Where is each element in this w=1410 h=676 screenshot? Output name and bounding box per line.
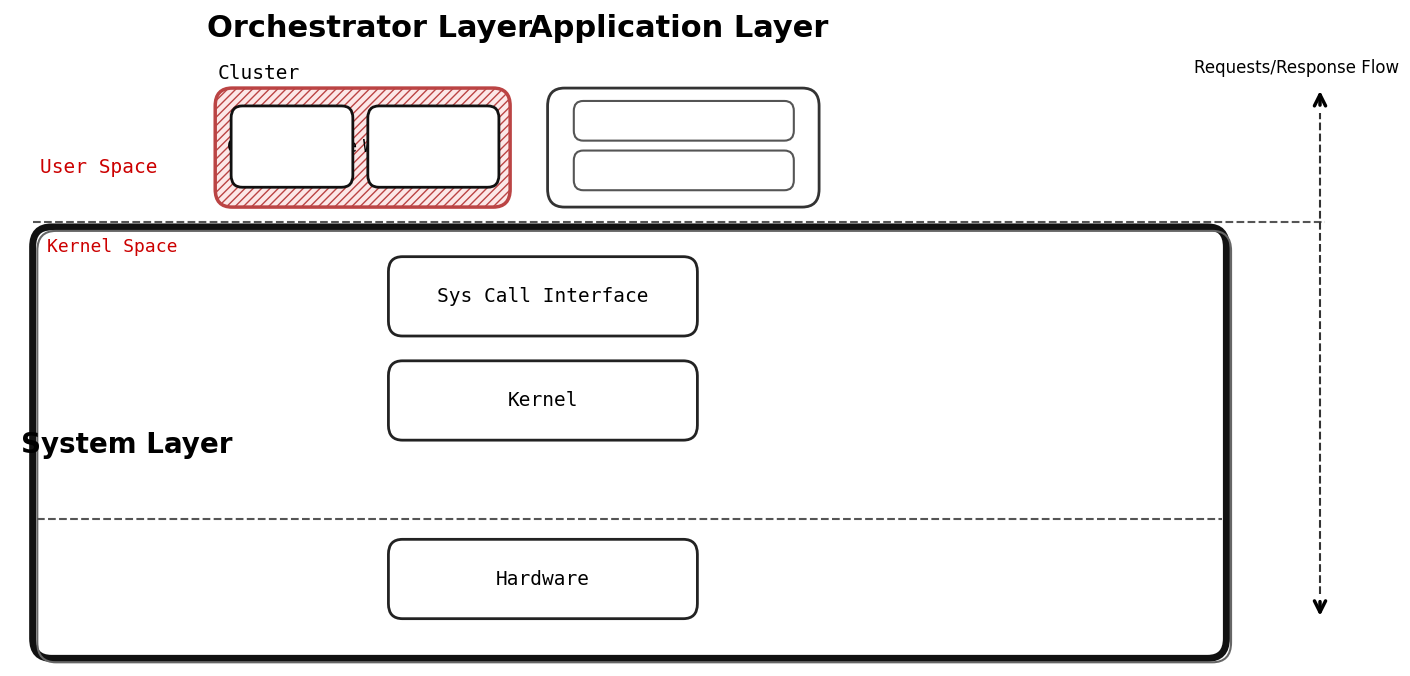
Text: Worker Node(s): Worker Node(s) (364, 138, 503, 155)
FancyBboxPatch shape (388, 539, 698, 619)
Text: System Layer: System Layer (21, 431, 233, 459)
Text: Kernel Space: Kernel Space (47, 238, 178, 256)
Text: Hardware: Hardware (496, 569, 589, 589)
FancyBboxPatch shape (574, 151, 794, 190)
Text: Applications: Applications (619, 112, 749, 130)
Text: Sys Call Interface: Sys Call Interface (437, 287, 649, 306)
FancyBboxPatch shape (231, 106, 352, 187)
FancyBboxPatch shape (388, 257, 698, 336)
Text: Requests/Response Flow: Requests/Response Flow (1194, 59, 1399, 77)
Text: Libraries: Libraries (634, 162, 733, 179)
FancyBboxPatch shape (547, 88, 819, 207)
Text: Orchestrator Layer: Orchestrator Layer (207, 14, 532, 43)
Text: Cluster: Cluster (219, 64, 300, 82)
Text: Application Layer: Application Layer (529, 14, 828, 43)
FancyBboxPatch shape (388, 361, 698, 440)
FancyBboxPatch shape (368, 106, 499, 187)
FancyBboxPatch shape (574, 101, 794, 141)
Text: Control Plane: Control Plane (227, 138, 357, 155)
Text: User Space: User Space (39, 158, 158, 177)
FancyBboxPatch shape (216, 88, 510, 207)
Text: Kernel: Kernel (508, 391, 578, 410)
FancyBboxPatch shape (32, 227, 1227, 658)
